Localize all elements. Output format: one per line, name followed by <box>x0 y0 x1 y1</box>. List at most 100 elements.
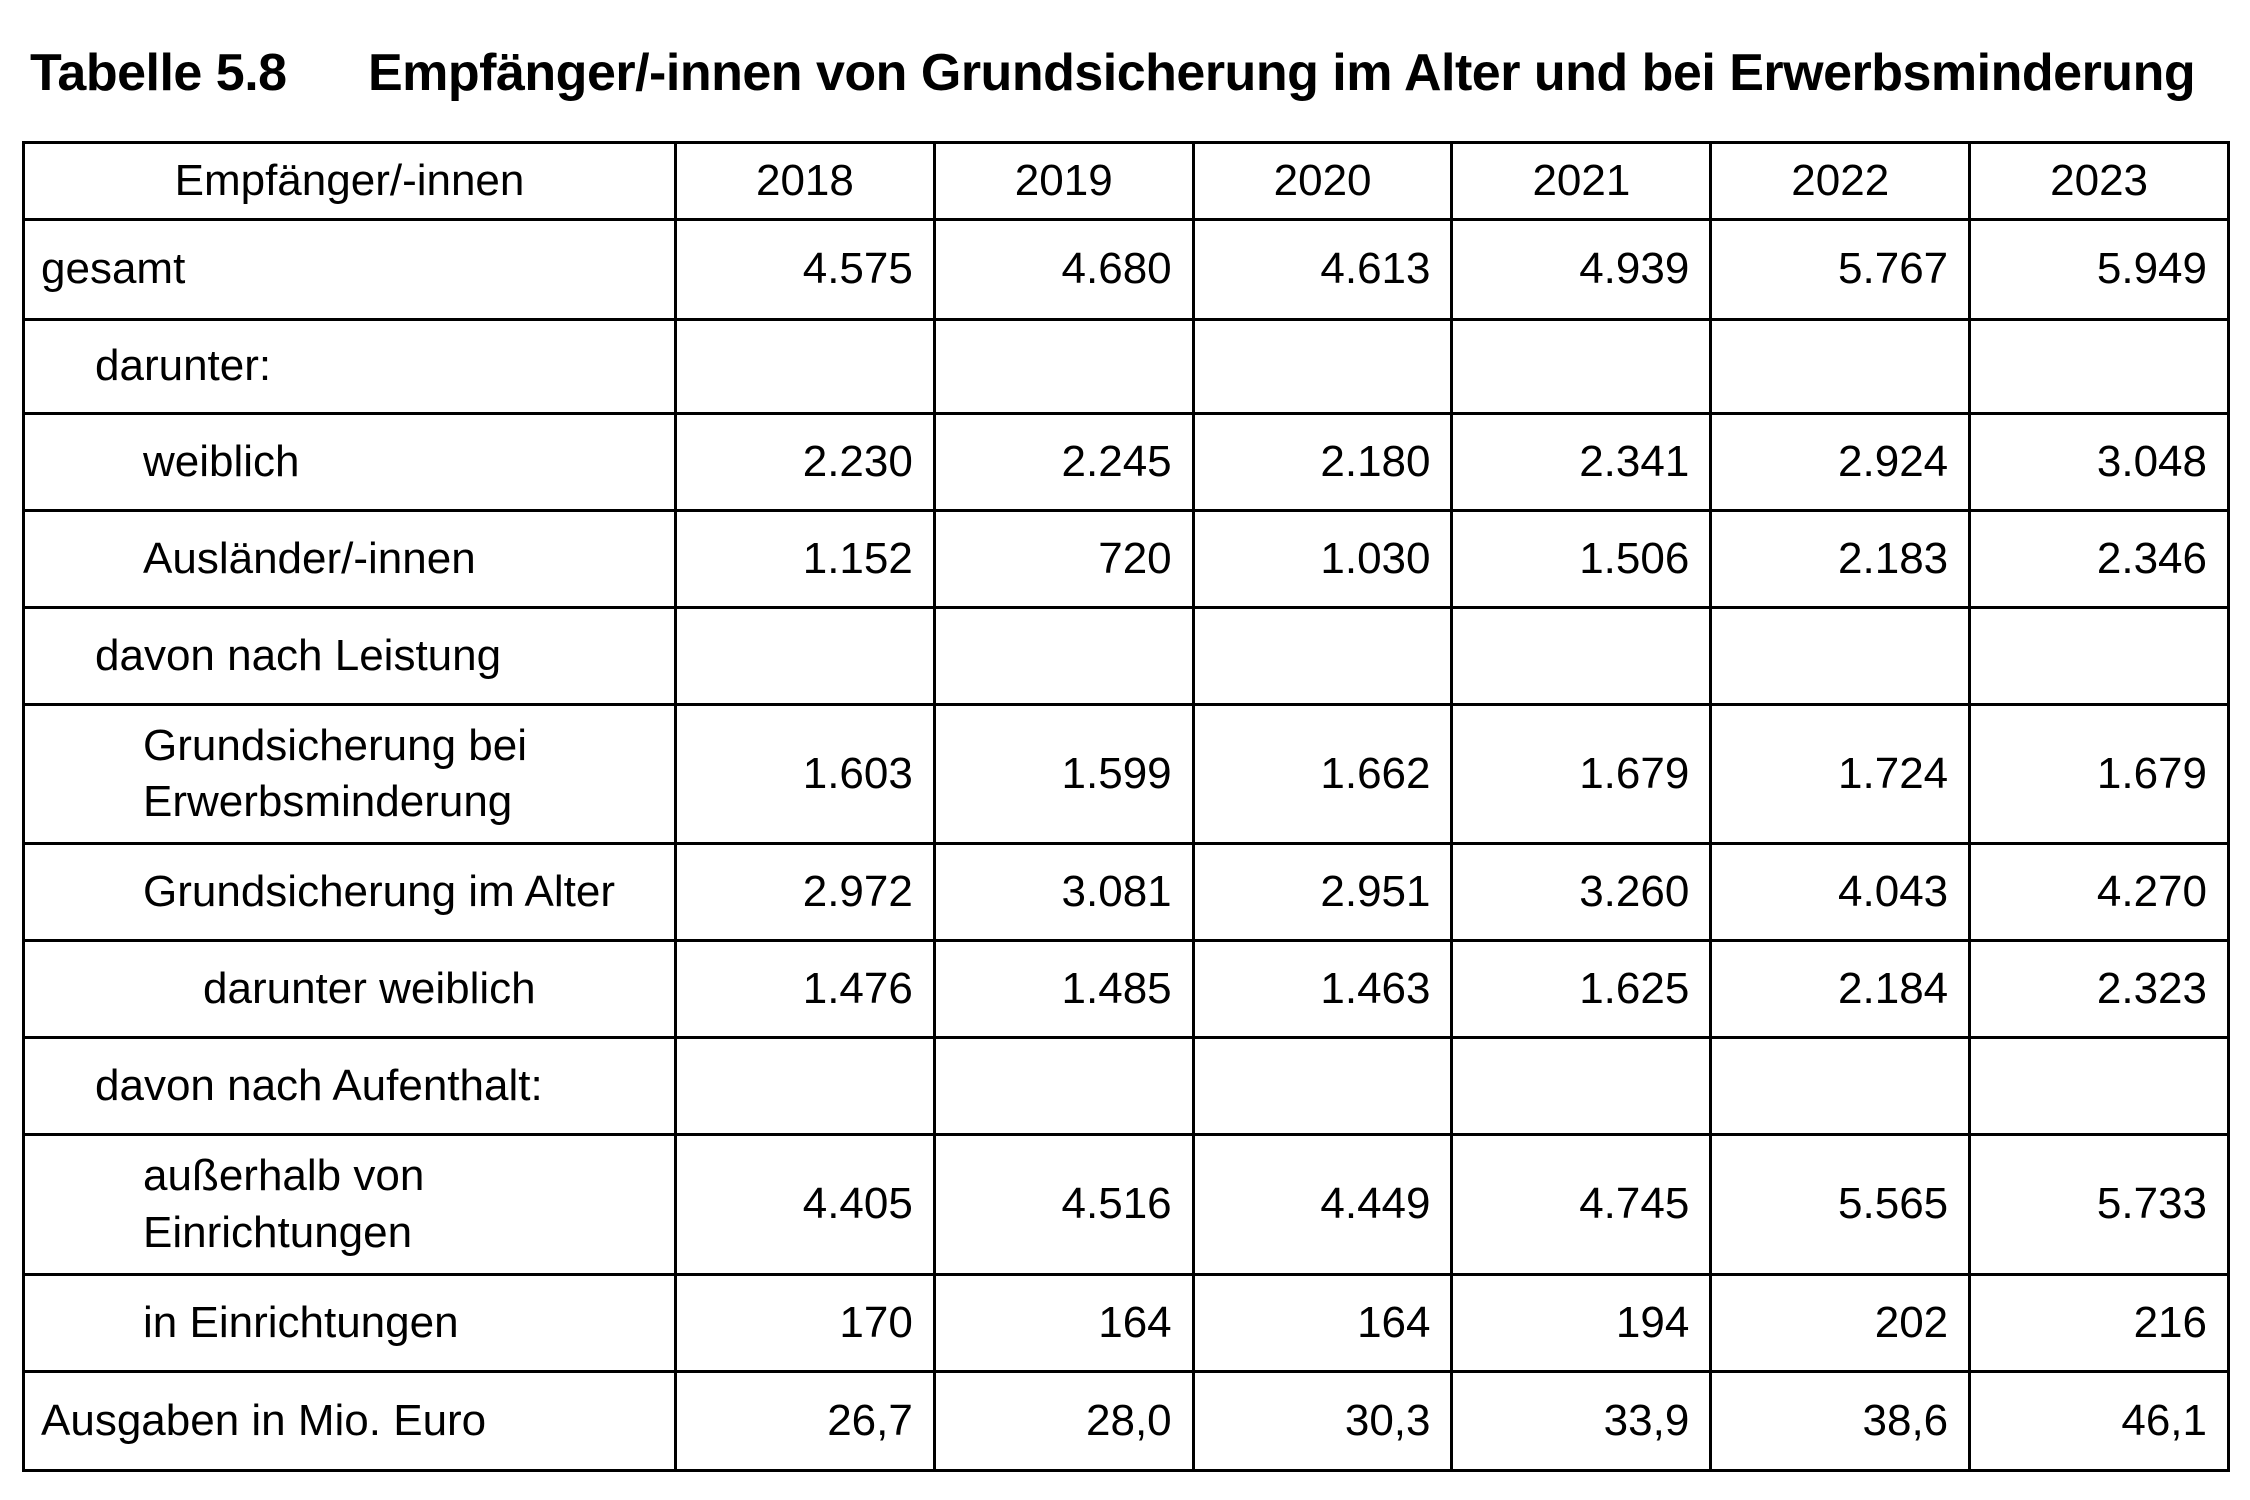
cell-value: 164 <box>932 1273 1195 1373</box>
cell-value: 5.949 <box>1968 218 2230 321</box>
cell-value: 1.152 <box>674 509 936 609</box>
table-row: weiblich 2.230 2.245 2.180 2.341 2.924 3.048 <box>22 412 2230 512</box>
cell-value <box>1968 606 2230 706</box>
column-header-year: 2022 <box>1709 141 1972 221</box>
cell-value: 1.625 <box>1450 939 1713 1039</box>
table-row: in Einrichtungen 170 164 164 194 202 216 <box>22 1273 2230 1373</box>
row-label: außerhalb von Einrichtungen <box>22 1133 677 1276</box>
cell-value <box>1709 318 1972 415</box>
table-title: Tabelle 5.8 Empfänger/-innen von Grundsi… <box>30 44 2196 104</box>
row-label: darunter weiblich <box>22 939 677 1039</box>
cell-value: 4.043 <box>1709 842 1972 942</box>
cell-value <box>932 318 1195 415</box>
cell-value <box>932 606 1195 706</box>
row-label: Ausgaben in Mio. Euro <box>22 1370 677 1472</box>
data-table: Empfänger/-innen 2018 2019 2020 2021 2022 202… <box>22 141 2230 1472</box>
row-label: davon nach Aufenthalt: <box>22 1036 677 1136</box>
cell-value: 4.516 <box>932 1133 1195 1276</box>
cell-value: 2.180 <box>1191 412 1454 512</box>
cell-value: 2.951 <box>1191 842 1454 942</box>
row-label: gesamt <box>22 218 677 321</box>
cell-value: 2.245 <box>932 412 1195 512</box>
table-row: darunter weiblich 1.476 1.485 1.463 1.625 2.1… <box>22 939 2230 1039</box>
cell-value: 4.939 <box>1450 218 1713 321</box>
table-row: Ausländer/-innen 1.152 720 1.030 1.506 2.183 2… <box>22 509 2230 609</box>
cell-value: 4.405 <box>674 1133 936 1276</box>
cell-value <box>1191 606 1454 706</box>
table-row: Grundsicherung bei Erwerbsminderung 1.603… <box>22 703 2230 845</box>
cell-value <box>674 606 936 706</box>
cell-value: 5.565 <box>1709 1133 1972 1276</box>
column-header-year: 2023 <box>1968 141 2230 221</box>
cell-value: 1.679 <box>1450 703 1713 845</box>
cell-value: 3.048 <box>1968 412 2230 512</box>
cell-value <box>1191 1036 1454 1136</box>
cell-value: 1.476 <box>674 939 936 1039</box>
cell-value: 1.506 <box>1450 509 1713 609</box>
cell-value: 1.485 <box>932 939 1195 1039</box>
cell-value: 2.230 <box>674 412 936 512</box>
cell-value: 1.599 <box>932 703 1195 845</box>
cell-value: 33,9 <box>1450 1370 1713 1472</box>
cell-value <box>1968 318 2230 415</box>
cell-value <box>1968 1036 2230 1136</box>
cell-value: 2.183 <box>1709 509 1972 609</box>
cell-value: 2.346 <box>1968 509 2230 609</box>
cell-value <box>674 1036 936 1136</box>
header-row: Empfänger/-innen 2018 2019 2020 2021 2022 202… <box>22 141 2230 221</box>
row-label: Grundsicherung im Alter <box>22 842 677 942</box>
cell-value: 38,6 <box>1709 1370 1972 1472</box>
cell-value: 5.733 <box>1968 1133 2230 1276</box>
cell-value: 4.449 <box>1191 1133 1454 1276</box>
cell-value <box>1450 1036 1713 1136</box>
cell-value: 1.463 <box>1191 939 1454 1039</box>
cell-value: 4.270 <box>1968 842 2230 942</box>
cell-value: 4.745 <box>1450 1133 1713 1276</box>
cell-value: 1.679 <box>1968 703 2230 845</box>
cell-value: 4.613 <box>1191 218 1454 321</box>
table-row: außerhalb von Einrichtungen 4.405 4.516 4.4… <box>22 1133 2230 1276</box>
row-label: davon nach Leistung <box>22 606 677 706</box>
cell-value: 2.323 <box>1968 939 2230 1039</box>
column-header-label: Empfänger/-innen <box>22 141 677 221</box>
table-row: darunter: <box>22 318 2230 415</box>
cell-value: 2.972 <box>674 842 936 942</box>
cell-value: 30,3 <box>1191 1370 1454 1472</box>
column-header-year: 2018 <box>674 141 936 221</box>
cell-value: 5.767 <box>1709 218 1972 321</box>
row-label: Ausländer/-innen <box>22 509 677 609</box>
cell-value: 170 <box>674 1273 936 1373</box>
title-text: Empfänger/-innen von Grundsicherung im A… <box>368 44 2196 102</box>
table-number: Tabelle 5.8 <box>30 44 287 102</box>
cell-value: 2.184 <box>1709 939 1972 1039</box>
cell-value: 4.680 <box>932 218 1195 321</box>
cell-value: 2.924 <box>1709 412 1972 512</box>
cell-value <box>932 1036 1195 1136</box>
cell-value <box>1450 318 1713 415</box>
cell-value: 1.662 <box>1191 703 1454 845</box>
cell-value: 216 <box>1968 1273 2230 1373</box>
cell-value: 2.341 <box>1450 412 1713 512</box>
cell-value: 202 <box>1709 1273 1972 1373</box>
cell-value <box>674 318 936 415</box>
column-header-year: 2020 <box>1191 141 1454 221</box>
row-label: darunter: <box>22 318 677 415</box>
cell-value: 720 <box>932 509 1195 609</box>
table-row: davon nach Aufenthalt: <box>22 1036 2230 1136</box>
table-row: Ausgaben in Mio. Euro 26,7 28,0 30,3 33,9 38,… <box>22 1370 2230 1472</box>
table-row: gesamt 4.575 4.680 4.613 4.939 5.767 5.949 <box>22 218 2230 321</box>
cell-value <box>1191 318 1454 415</box>
table-row: Grundsicherung im Alter 2.972 3.081 2.951 3.… <box>22 842 2230 942</box>
column-header-year: 2019 <box>932 141 1195 221</box>
row-label: Grundsicherung bei Erwerbsminderung <box>22 703 677 845</box>
cell-value: 1.724 <box>1709 703 1972 845</box>
column-header-year: 2021 <box>1450 141 1713 221</box>
cell-value: 46,1 <box>1968 1370 2230 1472</box>
cell-value: 194 <box>1450 1273 1713 1373</box>
table-row: davon nach Leistung <box>22 606 2230 706</box>
cell-value: 26,7 <box>674 1370 936 1472</box>
cell-value <box>1709 1036 1972 1136</box>
cell-value: 4.575 <box>674 218 936 321</box>
row-label: in Einrichtungen <box>22 1273 677 1373</box>
cell-value: 164 <box>1191 1273 1454 1373</box>
